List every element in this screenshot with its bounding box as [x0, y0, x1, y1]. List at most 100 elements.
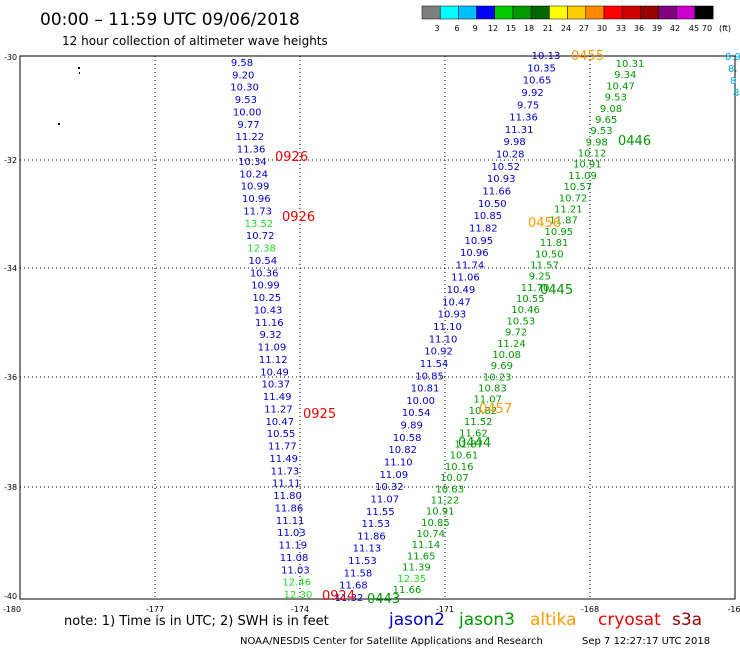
swh-value: 10.85: [421, 518, 450, 529]
swh-value: 9.89: [401, 421, 423, 432]
swh-value: 9.53: [605, 93, 627, 104]
swh-value: 10.61: [450, 451, 479, 462]
satellite-legend-altika: altika: [530, 610, 577, 630]
swh-value: 11.21: [554, 204, 583, 215]
lon-label: -180: [3, 605, 21, 614]
legend-swatch: [458, 5, 477, 20]
swh-value: 10.58: [393, 433, 422, 444]
swh-value: 11.03: [277, 528, 306, 539]
legend-swatch: [640, 5, 659, 20]
swh-value: 10.32: [375, 482, 404, 493]
swh-value: 10.00: [233, 107, 262, 118]
swh-value: 10.30: [230, 83, 259, 94]
swh-value: 10.85: [415, 371, 444, 382]
swh-value: 10.47: [606, 81, 635, 92]
edge-value: 8: [733, 88, 739, 99]
swh-value: 9.58: [231, 58, 253, 69]
swh-value: 12.46: [282, 578, 311, 589]
satellite-legend: jason2 jason3 altika cryosat s3a: [388, 610, 702, 630]
swh-value: 11.66: [393, 585, 422, 596]
swh-value: 11.07: [370, 494, 399, 505]
swh-value: 11.06: [451, 273, 480, 284]
swh-value: 9.92: [521, 88, 543, 99]
pass-time-label: 0446: [618, 134, 651, 149]
legend-label: 30: [597, 24, 607, 33]
swh-value: 12.38: [247, 244, 276, 255]
swh-value: 10.00: [406, 396, 435, 407]
legend-label: 33: [616, 24, 626, 33]
pass-time-labels: 0926 0926 0925 0924 0455 0446 0456 0445 0457 0444…: [275, 49, 651, 607]
legend-label: 15: [506, 24, 516, 33]
legend-swatch: [694, 5, 714, 20]
swh-value: 10.25: [252, 293, 281, 304]
swh-value: 10.46: [511, 305, 540, 316]
lat-label: -40: [4, 592, 17, 601]
satellite-legend-cryosat: cryosat: [598, 610, 661, 630]
legend-label: 42: [670, 24, 680, 33]
swh-value: 11.07: [473, 395, 502, 406]
swh-value: 10.96: [242, 194, 271, 205]
swh-value: 11.27: [264, 404, 293, 415]
swh-value: 12.35: [397, 574, 426, 585]
swh-value: 10.82: [388, 445, 417, 456]
edge-value: 8.9: [725, 52, 740, 63]
swh-value: 11.49: [269, 454, 298, 465]
lat-label: -36: [4, 373, 17, 382]
pass-time-label: 0926: [282, 210, 315, 225]
swh-value: 10.81: [411, 384, 440, 395]
swh-value: 10.43: [254, 305, 283, 316]
swh-value: 10.49: [260, 367, 289, 378]
legend-label: 18: [524, 24, 534, 33]
swh-value: 10.72: [559, 193, 588, 204]
swh-value: 11.10: [384, 458, 413, 469]
swh-value: 9.65: [595, 115, 617, 126]
latitude-labels: -30 -32 -34 -36 -38 -40: [4, 53, 17, 601]
legend-swatch: [439, 5, 459, 20]
swh-value: 9.34: [614, 70, 636, 81]
swh-value: 10.83: [478, 384, 507, 395]
pass-time-label: 0926: [275, 150, 308, 165]
swh-value: 9.98: [586, 137, 608, 148]
swh-value: 10.93: [438, 310, 467, 321]
swh-value: 11.11: [276, 516, 305, 527]
swh-value: 10.99: [241, 182, 270, 193]
swh-value: 11.86: [275, 503, 304, 514]
swh-color-legend: 3 6 9 12 15 18 21 24 27 30 33 36 39 42 45 70 (ft): [421, 5, 731, 33]
lon-label: -16: [727, 605, 740, 614]
legend-swatch: [549, 5, 568, 20]
swh-value: 10.54: [249, 256, 278, 267]
swh-value: 10.12: [578, 149, 607, 160]
swh-value: 11.10: [429, 334, 458, 345]
footer-credit: NOAA/NESDIS Center for Satellite Applica…: [240, 636, 543, 647]
swh-value: 11.39: [402, 563, 431, 574]
swh-value: 10.08: [492, 350, 521, 361]
pass-time-label: 0456: [528, 216, 561, 231]
swh-value: 12.30: [284, 590, 313, 601]
legend-label: 45: [689, 24, 699, 33]
swh-value: 10.54: [402, 408, 431, 419]
swh-value: 10.55: [267, 429, 296, 440]
swh-value: 10.24: [239, 169, 268, 180]
swh-value: 11.68: [339, 581, 368, 592]
edge-value: 8: [730, 76, 736, 87]
swh-value: 11.57: [530, 260, 559, 271]
swh-value: 11.10: [433, 322, 462, 333]
swh-value: 10.53: [507, 316, 536, 327]
legend-swatch: [603, 5, 623, 20]
swh-value: 10.52: [491, 162, 520, 173]
swh-value: 11.11: [272, 479, 301, 490]
swh-value: 10.95: [545, 227, 574, 238]
map-subtitle: 12 hour collection of altimeter wave hei…: [62, 34, 328, 48]
swh-value: 10.91: [426, 507, 455, 518]
swh-value: 11.58: [344, 568, 373, 579]
swh-value: 10.72: [246, 231, 275, 242]
lat-label: -34: [4, 264, 17, 273]
swh-value: 11.49: [263, 392, 292, 403]
legend-label: 9: [472, 24, 477, 33]
swh-value: 11.54: [420, 359, 449, 370]
swh-value: 11.09: [568, 171, 597, 182]
swh-value: 10.92: [424, 347, 453, 358]
map-frame: [19, 55, 736, 600]
swh-value: 9.53: [590, 126, 612, 137]
